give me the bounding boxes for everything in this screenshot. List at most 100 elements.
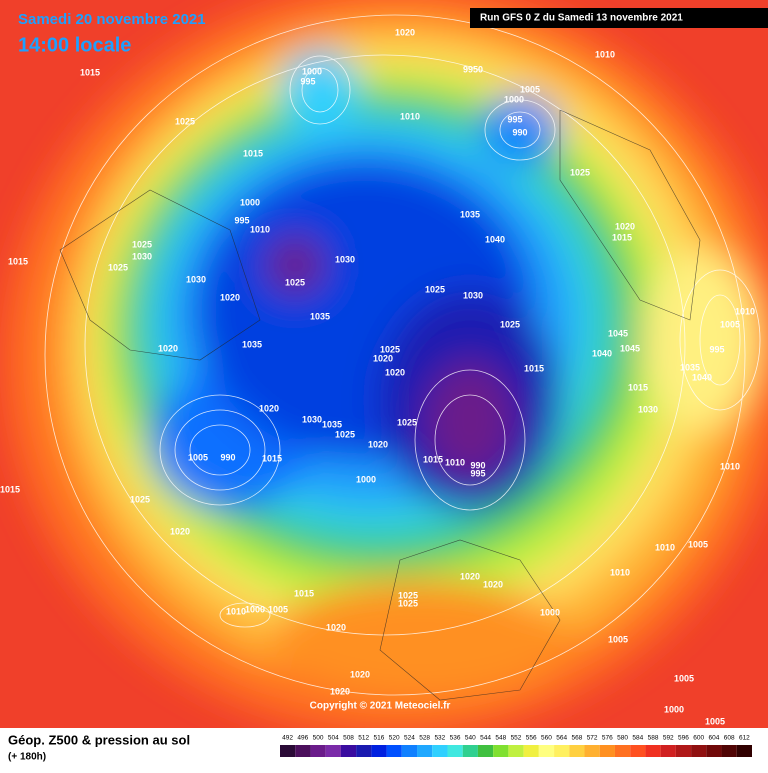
isobar-label: 1020 [170,526,190,536]
isobar-label: 1025 [285,277,305,287]
isobar-label: 1015 [80,67,100,77]
copyright: Copyright © 2021 Meteociel.fr [310,701,451,712]
isobar-label: 1015 [0,484,20,494]
isobar-label: 1010 [595,49,615,59]
scale-swatch [660,745,676,757]
scale-label: 568 [571,735,582,742]
scale-swatch [508,745,524,757]
scale-label: 560 [541,735,552,742]
isobar-label: 1025 [425,284,445,294]
scale-label: 520 [389,735,400,742]
isobar-label: 1000 [302,66,322,76]
scale-label: 576 [602,735,613,742]
isobar-label: 1040 [592,348,612,358]
isobar-label: 1025 [570,167,590,177]
scale-label: 592 [663,735,674,742]
scale-swatch [645,745,661,757]
isobar-label: 995 [300,76,315,86]
scale-swatch [432,745,448,757]
isobar-label: 1005 [674,673,694,683]
isobar-label: 1000 [504,94,524,104]
isobar-label: 1020 [483,579,503,589]
height-field [5,0,768,735]
isobar-label: 1005 [688,539,708,549]
scale-swatch [386,745,402,757]
isobar-label: 1020 [395,27,415,37]
isobar-label: 1015 [628,382,648,392]
isobar-label: 1030 [463,290,483,300]
scale-swatch [736,745,752,757]
scale-swatch [630,745,646,757]
scale-swatch [538,745,555,757]
isobar-label: 1000 [240,197,260,207]
isobar-label: 1020 [368,439,388,449]
isobar-label: 1030 [302,414,322,424]
scale-label: 544 [480,735,491,742]
isobar-label: 1010 [655,542,675,552]
footer-lead: (+ 180h) [8,752,46,763]
scale-label: 580 [617,735,628,742]
scale-swatch [706,745,722,757]
isobar-label: 1005 [268,604,288,614]
isobar-label: 1045 [620,343,640,353]
isobar-label: 1010 [720,461,740,471]
isobar-label: 1015 [524,363,544,373]
isobar-label: 1025 [380,344,400,354]
date-label: Samedi 20 novembre 2021 [18,11,206,28]
scale-label: 512 [358,735,369,742]
isobar-label: 1030 [638,404,658,414]
isobar-label: 1020 [615,221,635,231]
isobar-label: 1000 [540,607,560,617]
scale-swatch [462,745,478,757]
isobar-label: 1025 [398,598,418,608]
isobar-label: 1020 [220,292,240,302]
isobar-label: 1020 [259,403,279,413]
scale-swatch [599,745,615,757]
isobar-label: 1010 [250,224,270,234]
scale-label: 496 [297,735,308,742]
isobar-label: 1030 [186,274,206,284]
isobar-label: 1025 [108,262,128,272]
isobar-label: 1020 [330,686,350,696]
isobar-label: 1005 [608,634,628,644]
scale-swatch [340,745,357,757]
isobar-label: 1025 [500,319,520,329]
scale-swatch [554,745,570,757]
scale-label: 596 [678,735,689,742]
scale-label: 584 [632,735,643,742]
scale-label: 556 [526,735,537,742]
scale-label: 536 [450,735,461,742]
isobar-label: 9950 [463,64,483,74]
scale-label: 492 [282,735,293,742]
scale-swatch [675,745,692,757]
isobar-label: 1025 [335,429,355,439]
isobar-label: 995 [709,344,724,354]
isobar-label: 1015 [8,256,28,266]
isobar-label: 1010 [610,567,630,577]
scale-label: 504 [328,735,339,742]
scale-label: 532 [434,735,445,742]
scale-swatch [280,745,296,757]
isobar-label: 1020 [350,669,370,679]
isobar-label: 1035 [322,419,342,429]
isobar-label: 1025 [132,239,152,249]
scale-label: 508 [343,735,354,742]
isobar-label: 1030 [335,254,355,264]
scale-label: 608 [724,735,735,742]
scale-swatch [447,745,463,757]
isobars [44,14,761,696]
scale-label: 516 [374,735,385,742]
isobar-label: 1030 [132,251,152,261]
footer-title: Géop. Z500 & pression au sol [8,732,190,747]
coastlines [59,109,701,701]
isobar-label: 1035 [242,339,262,349]
scale-swatch [523,745,539,757]
scale-label: 564 [556,735,567,742]
time-label: 14:00 locale [18,34,131,56]
scale-swatch [356,745,372,757]
scale-label: 572 [587,735,598,742]
scale-swatch [569,745,585,757]
scale-label: 612 [739,735,750,742]
